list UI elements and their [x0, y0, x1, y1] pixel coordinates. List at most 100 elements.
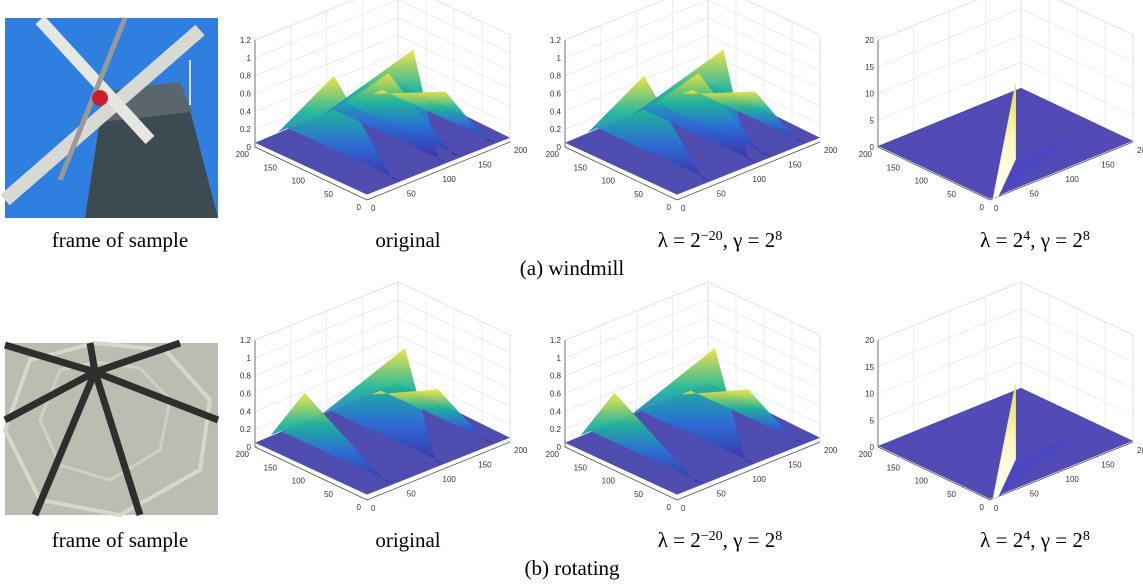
z-tick-label: 1.2	[550, 336, 562, 345]
surface-plot: 00.20.40.60.811.205010015020005010015020…	[546, 281, 838, 513]
z-tick-label: 0.6	[550, 90, 562, 99]
grid-line	[254, 0, 511, 41]
y-tick-label: 50	[1030, 190, 1039, 199]
y-tick-label: 100	[1066, 175, 1080, 184]
caption-superscript: 8	[775, 529, 782, 544]
caption-superscript: 4	[1023, 229, 1030, 244]
caption-superscript: 8	[775, 229, 782, 244]
photo-caption: frame of sample	[52, 228, 188, 252]
windmill-photo	[0, 15, 218, 218]
rotating-photo	[2, 339, 220, 518]
x-tick-label: 50	[634, 490, 643, 499]
y-tick-label: 100	[753, 475, 767, 484]
z-tick-label: 0.4	[550, 407, 562, 416]
grid-line	[877, 0, 1134, 41]
surface-sheet	[992, 82, 1016, 200]
x-tick-label: 100	[292, 477, 306, 486]
y-tick-label: 0	[371, 504, 376, 513]
surface-ridge	[680, 389, 805, 444]
y-tick-label: 200	[824, 446, 838, 455]
surface-ridge	[580, 392, 705, 484]
x-tick-label: 150	[887, 163, 901, 172]
z-tick-label: 0	[557, 443, 562, 452]
z-tick-label: 0.8	[240, 72, 252, 81]
plot-caption: λ = 2−20, γ = 28	[658, 528, 783, 552]
surface-ridge	[270, 392, 395, 484]
z-tick-label: 0	[247, 143, 252, 152]
y-tick-label: 150	[788, 461, 802, 470]
z-tick-label: 0.2	[240, 425, 252, 434]
z-tick-label: 0.8	[550, 372, 562, 381]
grid-line	[564, 0, 821, 41]
z-tick-label: 15	[865, 363, 874, 372]
grid-line	[254, 0, 511, 59]
caption-text: , γ = 2	[1030, 228, 1083, 252]
caption-superscript: 4	[1023, 529, 1030, 544]
grid-line	[564, 0, 821, 59]
x-tick-label: 150	[574, 463, 588, 472]
caption-superscript: 8	[1083, 529, 1090, 544]
z-tick-label: 10	[865, 90, 874, 99]
x-tick-label: 50	[947, 490, 956, 499]
axis-line	[254, 340, 511, 501]
y-tick-label: 50	[717, 490, 726, 499]
x-tick-label: 100	[602, 477, 616, 486]
plot-caption: original	[375, 228, 440, 252]
y-tick-label: 200	[514, 446, 528, 455]
y-tick-label: 200	[1137, 446, 1143, 455]
axis-line	[254, 40, 511, 201]
y-tick-label: 150	[478, 461, 492, 470]
y-tick-label: 150	[478, 161, 492, 170]
z-tick-label: 1	[247, 54, 252, 63]
x-tick-label: 200	[236, 150, 250, 159]
z-tick-label: 1	[247, 354, 252, 363]
caption-text: original	[375, 528, 440, 552]
x-tick-label: 50	[947, 190, 956, 199]
y-tick-label: 100	[443, 175, 457, 184]
x-tick-label: 200	[859, 150, 873, 159]
surface-plot: 00.20.40.60.811.205010015020005010015020…	[236, 281, 528, 513]
y-tick-label: 50	[407, 190, 416, 199]
z-tick-label: 0	[870, 143, 875, 152]
x-tick-label: 50	[634, 190, 643, 199]
x-tick-label: 0	[357, 203, 362, 212]
x-tick-label: 0	[980, 503, 985, 512]
y-tick-label: 100	[753, 175, 767, 184]
x-tick-label: 200	[859, 450, 873, 459]
subfigure-label: (b) rotating	[524, 556, 620, 580]
plot-caption: λ = 2−20, γ = 28	[658, 228, 783, 252]
z-tick-label: 0.6	[240, 90, 252, 99]
caption-text: , γ = 2	[723, 228, 776, 252]
surface-ridge	[320, 348, 445, 464]
x-tick-label: 150	[574, 163, 588, 172]
x-tick-label: 50	[324, 190, 333, 199]
z-tick-label: 0.6	[240, 390, 252, 399]
photo-caption: frame of sample	[52, 528, 188, 552]
x-tick-label: 150	[264, 463, 278, 472]
surface-ridge	[647, 73, 772, 157]
surface-plot: 00.20.40.60.811.205010015020005010015020…	[546, 0, 838, 213]
x-tick-label: 200	[546, 150, 560, 159]
x-tick-label: 100	[292, 177, 306, 186]
z-tick-label: 5	[870, 116, 875, 125]
z-tick-label: 1	[557, 54, 562, 63]
z-tick-label: 0	[247, 443, 252, 452]
axis-line	[564, 40, 821, 201]
surface-ridge	[587, 75, 712, 181]
z-tick-label: 0.4	[240, 407, 252, 416]
caption-text: λ = 2	[980, 228, 1023, 252]
x-tick-label: 0	[667, 503, 672, 512]
axis-line	[564, 340, 821, 501]
surface-ridge	[370, 389, 495, 444]
surface-ridge	[372, 90, 496, 143]
z-tick-label: 0.8	[550, 72, 562, 81]
z-tick-label: 1	[557, 354, 562, 363]
z-tick-label: 0	[557, 143, 562, 152]
z-tick-label: 0.2	[240, 125, 252, 134]
z-tick-label: 20	[865, 336, 874, 345]
z-tick-label: 0.6	[550, 390, 562, 399]
caption-text: , γ = 2	[723, 528, 776, 552]
axis-line	[877, 340, 1134, 501]
x-tick-label: 100	[915, 477, 929, 486]
caption-text: λ = 2	[980, 528, 1023, 552]
